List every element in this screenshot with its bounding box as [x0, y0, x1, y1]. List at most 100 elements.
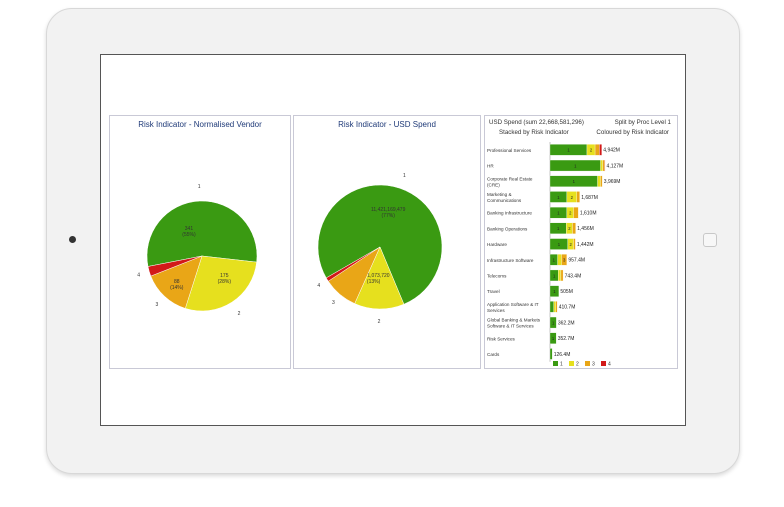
legend-swatch-2: [569, 361, 574, 366]
bar-total-label: 957.4M: [568, 258, 585, 264]
bar-category-label: Services: [487, 308, 505, 313]
bar-panel-spend: USD Spend (sum 22,668,581,296) Split by P…: [484, 115, 678, 369]
pie-slice-key-3: 3: [332, 300, 335, 306]
bar-segment-key-1: 1: [552, 320, 555, 325]
bar-category-label: Infrastructure Software: [487, 258, 534, 263]
legend-label-4: 4: [608, 362, 611, 368]
bar-segment-3[interactable]: [561, 254, 567, 266]
pie-slice-key-4: 4: [317, 283, 320, 289]
pie-vendor-title: Risk Indicator - Normalised Vendor: [138, 120, 262, 129]
bar-segment-key-2: 2: [571, 195, 574, 200]
legend-label-2: 2: [576, 362, 579, 368]
bar-segment-3[interactable]: [573, 207, 579, 219]
bar-segment-3[interactable]: [573, 238, 576, 250]
bar-category-label: Corporate Real Estate: [487, 176, 533, 181]
bar-chart-subtitle-left: Stacked by Risk Indicator: [499, 129, 569, 136]
bar-total-label: 4,942M: [603, 148, 620, 154]
bar-segment-key-1: 1: [567, 148, 570, 153]
bar-segment-2[interactable]: [558, 269, 562, 282]
pie-slice-4[interactable]: [325, 246, 381, 282]
bar-category-label: Banking Operations: [487, 226, 528, 231]
bar-category-label: Software & IT Services: [487, 324, 534, 329]
bar-chart-title-right: Split by Proc Level 1: [615, 119, 672, 126]
bar-total-label: 1,442M: [577, 242, 594, 248]
bar-category-label: Global Banking & Markets: [487, 318, 541, 323]
bar-segment-3[interactable]: [555, 301, 558, 313]
bar-category-label: (CRE): [487, 182, 500, 187]
camera-icon: [69, 236, 76, 243]
bar-segment-3[interactable]: [600, 175, 603, 187]
bar-segment-key-1: 1: [553, 273, 556, 278]
bar-total-label: 352.7M: [558, 336, 575, 342]
dashboard-screen: Risk Indicator - Normalised Vendor 341 (5…: [100, 54, 686, 426]
home-button[interactable]: [703, 233, 717, 247]
bar-segment-4[interactable]: [599, 144, 602, 156]
pie-slice-key-1: 1: [198, 184, 201, 190]
pie-slice-key-2: 2: [378, 319, 381, 325]
bar-segment-key-3: 3: [563, 258, 566, 263]
bar-category-label: Telecoms: [487, 273, 507, 278]
bar-total-label: 1,687M: [581, 195, 598, 201]
bar-total-label: 3,969M: [604, 179, 621, 185]
bar-total-label: 4,127M: [607, 163, 624, 169]
pie-panel-vendor: Risk Indicator - Normalised Vendor 341 (5…: [109, 115, 291, 369]
bar-segment-1[interactable]: [549, 316, 557, 329]
bar-segment-3[interactable]: [576, 191, 580, 203]
bar-total-label: 410.7M: [559, 305, 576, 311]
pie-slice-2[interactable]: [184, 255, 257, 312]
bar-total-label: 362.2M: [558, 320, 575, 326]
bar-segment-3[interactable]: [560, 269, 564, 282]
pie-slice-1[interactable]: [317, 184, 443, 305]
legend-swatch-4: [601, 361, 606, 366]
bar-category-label: Hardware: [487, 242, 507, 247]
bar-segment-1[interactable]: [549, 348, 553, 360]
pie-spend-title: Risk Indicator - USD Spend: [338, 120, 436, 129]
pie-slice-pct-2: (13%): [367, 279, 381, 285]
pie-spend-chart: 11,421,169,479(77%) 1 1,921,073,720(13%) 2 3…: [317, 173, 443, 325]
pie-slice-value-2: 1,921,073,720: [358, 273, 390, 279]
bar-category-label: HR: [487, 164, 494, 169]
bar-chart-title: USD Spend (sum 22,668,581,296): [489, 119, 584, 126]
bar-segment-2[interactable]: [553, 301, 556, 313]
legend-label-3: 3: [592, 362, 595, 368]
pie-slice-key-4: 4: [137, 272, 140, 278]
bar-segment-key-2: 2: [590, 148, 593, 153]
pie-slice-pct-1: (77%): [382, 213, 396, 219]
bar-segment-3[interactable]: [572, 222, 576, 234]
bar-segment-2[interactable]: [557, 254, 562, 266]
bar-segment-key-1: 1: [557, 226, 560, 231]
bar-segment-key-1: 1: [553, 289, 556, 294]
bar-total-label: 1,456M: [577, 226, 594, 232]
pie-panel-spend: Risk Indicator - USD Spend 11,421,169,47…: [293, 115, 481, 369]
pie-slice-value-1: 11,421,169,479: [371, 207, 406, 213]
pie-slice-value-3: 88: [174, 279, 180, 285]
bar-segment-1[interactable]: [549, 285, 560, 297]
bar-category-label: Travel: [487, 289, 500, 294]
bar-segment-key-2: 2: [570, 242, 573, 247]
bar-chart-subtitle-right: Coloured by Risk Indicator: [596, 129, 669, 136]
bar-segment-1[interactable]: [549, 301, 554, 313]
pie-slice-key-2: 2: [238, 311, 241, 317]
pie-slice-pct-2: (28%): [218, 279, 232, 285]
bar-segment-2[interactable]: [597, 175, 601, 187]
bar-segment-2[interactable]: [600, 159, 603, 172]
pie-slice-pct-3: (14%): [170, 285, 184, 291]
pie-slice-4[interactable]: [147, 255, 203, 277]
legend-swatch-3: [585, 361, 590, 366]
pie-slice-value-2: 175: [220, 273, 229, 279]
bar-segment-3[interactable]: [602, 159, 605, 172]
bar-segment-key-1: 1: [574, 163, 577, 168]
pie-slice-key-1: 1: [403, 173, 406, 179]
bar-segment-key-2: 2: [568, 226, 571, 231]
bar-segment-1[interactable]: [549, 332, 557, 344]
bar-segment-3[interactable]: [594, 144, 600, 156]
pie-vendor-chart: 341(55%) 1 175(28%) 2 88(14%) 3 4: [137, 184, 258, 317]
bar-category-label: Cards: [487, 352, 500, 357]
pie-slice-pct-1: (55%): [182, 232, 196, 238]
bar-total-label: 126.4M: [554, 352, 571, 358]
legend-swatch-1: [553, 361, 558, 366]
pie-slice-value-1: 341: [185, 226, 194, 232]
pie-slice-1[interactable]: [146, 200, 258, 267]
pie-slice-key-3: 3: [155, 302, 158, 308]
bar-segment-key-1: 1: [552, 336, 555, 341]
